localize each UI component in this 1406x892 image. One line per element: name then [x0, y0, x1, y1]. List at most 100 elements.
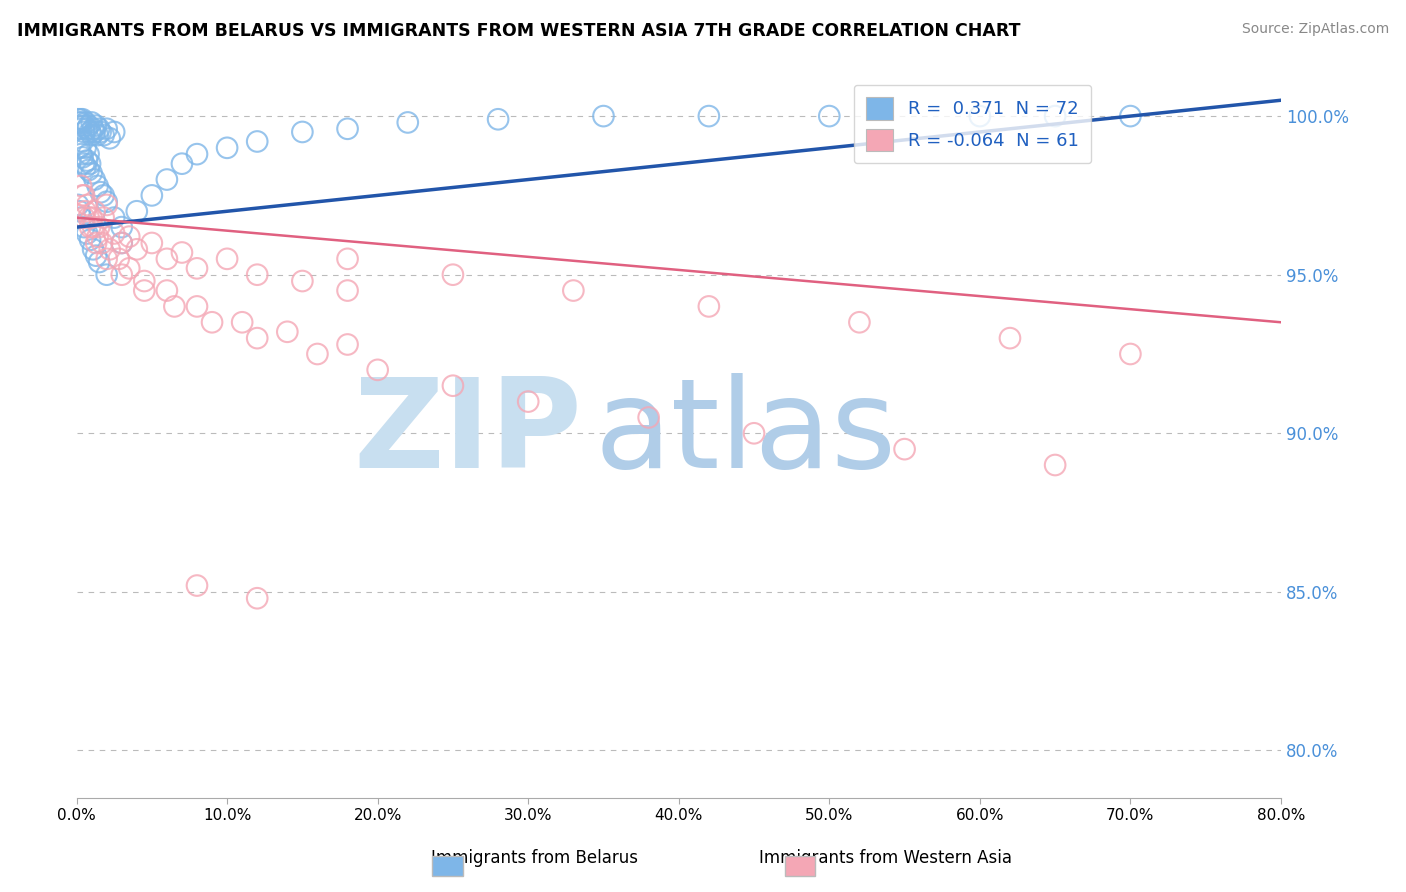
Point [83, 125, 105, 139]
Point [291, 125, 314, 139]
Point [367, 363, 389, 377]
Point [111, 268, 134, 282]
Point [89, 220, 111, 235]
Point [77, 147, 100, 161]
Point [84, 249, 107, 263]
Point [217, 141, 239, 155]
Point [134, 284, 156, 298]
Point [69, 204, 91, 219]
Point [79, 125, 101, 139]
Point [77, 163, 100, 178]
Point [82, 243, 104, 257]
Point [307, 347, 329, 361]
Point [118, 229, 141, 244]
Point [96, 268, 118, 282]
Point [73, 220, 96, 235]
Point [77, 211, 100, 225]
Point [86, 229, 108, 244]
Point [80, 211, 103, 225]
Point [86, 178, 108, 193]
Point [1043, 109, 1066, 123]
Point [156, 252, 179, 266]
Point [96, 194, 118, 209]
Point [75, 204, 97, 219]
Point [86, 128, 108, 142]
Point [91, 235, 114, 250]
Point [336, 252, 359, 266]
Point [73, 119, 96, 133]
Point [118, 261, 141, 276]
Point [73, 188, 96, 202]
Point [69, 141, 91, 155]
Point [103, 211, 125, 225]
Point [246, 268, 269, 282]
Point [291, 274, 314, 288]
Point [1119, 109, 1142, 123]
Point [93, 128, 115, 142]
Point [156, 172, 179, 186]
Point [84, 235, 107, 250]
Point [998, 331, 1021, 345]
Point [336, 284, 359, 298]
Point [67, 115, 90, 129]
Point [82, 121, 104, 136]
Point [73, 211, 96, 225]
Point [80, 128, 103, 142]
Point [517, 394, 540, 409]
Point [336, 337, 359, 351]
Point [83, 172, 105, 186]
Point [82, 220, 104, 235]
Point [1043, 458, 1066, 472]
Point [96, 252, 118, 266]
Point [69, 112, 91, 127]
Point [186, 578, 208, 592]
Text: IMMIGRANTS FROM BELARUS VS IMMIGRANTS FROM WESTERN ASIA 7TH GRADE CORRELATION CH: IMMIGRANTS FROM BELARUS VS IMMIGRANTS FR… [17, 22, 1021, 40]
Point [170, 245, 193, 260]
Point [111, 220, 134, 235]
Point [79, 220, 101, 235]
Point [125, 204, 148, 219]
Point [186, 147, 208, 161]
Point [141, 235, 163, 250]
Point [134, 274, 156, 288]
Point [697, 300, 720, 314]
Point [186, 300, 208, 314]
Point [186, 261, 208, 276]
Point [72, 112, 94, 127]
Point [163, 300, 186, 314]
Point [246, 331, 269, 345]
Point [76, 198, 98, 212]
Point [93, 211, 115, 225]
Point [77, 119, 100, 133]
Point [336, 121, 359, 136]
Point [70, 115, 93, 129]
Text: Immigrants from Belarus: Immigrants from Belarus [430, 849, 638, 867]
Point [75, 160, 97, 174]
Point [75, 115, 97, 129]
Point [486, 112, 509, 127]
Point [76, 121, 98, 136]
Point [89, 121, 111, 136]
Point [67, 198, 90, 212]
Point [98, 131, 121, 145]
Point [201, 315, 224, 329]
Point [76, 153, 98, 168]
Point [70, 147, 93, 161]
Point [848, 315, 870, 329]
Point [76, 227, 98, 241]
Point [107, 252, 129, 266]
Point [103, 227, 125, 241]
Point [969, 109, 991, 123]
Point [592, 109, 614, 123]
Point [742, 426, 765, 441]
Text: Immigrants from Western Asia: Immigrants from Western Asia [759, 849, 1012, 867]
Point [72, 188, 94, 202]
Point [89, 255, 111, 269]
Point [637, 410, 659, 425]
Point [170, 156, 193, 170]
Point [441, 378, 464, 392]
Point [70, 121, 93, 136]
Text: ZIP: ZIP [354, 373, 582, 494]
Point [562, 284, 585, 298]
Point [96, 198, 118, 212]
